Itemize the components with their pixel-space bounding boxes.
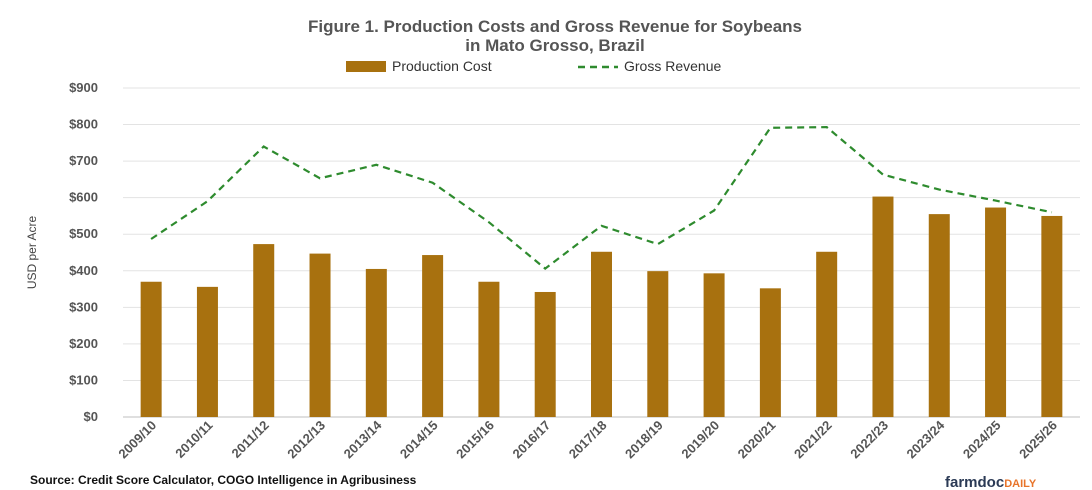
logo-accent: DAILY — [1004, 478, 1037, 490]
logo-main: farmdoc — [945, 474, 1004, 490]
y-tick-label: $100 — [69, 372, 98, 387]
bar-production-cost — [253, 244, 275, 417]
x-tick-label: 2024/25 — [960, 418, 1004, 462]
y-tick-label: $400 — [69, 263, 98, 278]
x-tick-label: 2017/18 — [566, 418, 610, 462]
y-tick-label: $800 — [69, 117, 98, 132]
legend: Production Cost Gross Revenue — [346, 58, 721, 74]
bar-production-cost — [703, 273, 725, 417]
y-tick-label: $200 — [69, 336, 98, 351]
bar-production-cost — [647, 271, 669, 417]
bar-production-cost — [534, 291, 556, 417]
bar-production-cost — [365, 268, 387, 417]
x-tick-label: 2021/22 — [791, 418, 835, 462]
y-axis-label: USD per Acre — [25, 215, 39, 289]
x-tick-label: 2015/16 — [453, 418, 497, 462]
farmdoc-logo: farmdocDAILY — [945, 474, 1037, 490]
x-tick-label: 2011/12 — [229, 418, 272, 461]
x-tick-label: 2010/11 — [172, 418, 215, 461]
x-tick-label: 2018/19 — [622, 418, 666, 462]
bar-production-cost — [816, 251, 838, 417]
y-tick-label: $0 — [84, 409, 98, 424]
x-axis-ticks: 2009/10 2010/11 2011/12 2012/13 2013/14 2014/… — [115, 417, 1060, 461]
x-tick-label: 2014/15 — [397, 418, 441, 462]
svg-text:farmdocDAILY: farmdocDAILY — [945, 474, 1037, 490]
x-tick-label: 2019/20 — [678, 418, 722, 462]
x-tick-label: 2023/24 — [904, 417, 948, 461]
source-note: Source: Credit Score Calculator, COGO In… — [30, 473, 417, 487]
bar-production-cost — [140, 281, 162, 417]
bar-production-cost — [309, 253, 331, 417]
x-tick-label: 2022/23 — [847, 418, 891, 462]
y-tick-label: $700 — [69, 153, 98, 168]
legend-swatch-production-cost — [346, 61, 386, 72]
y-tick-label: $500 — [69, 226, 98, 241]
line-gross-revenue — [150, 125, 1053, 271]
x-tick-label: 2016/17 — [509, 418, 553, 462]
production-cost-bars — [140, 196, 1063, 417]
chart-subtitle: in Mato Grosso, Brazil — [465, 36, 644, 55]
x-tick-label: 2020/21 — [735, 418, 779, 462]
bar-production-cost — [759, 288, 781, 417]
y-tick-label: $300 — [69, 299, 98, 314]
gridlines — [123, 87, 1080, 418]
x-tick-label: 2025/26 — [1016, 418, 1060, 462]
bar-production-cost — [478, 281, 500, 417]
x-tick-label: 2009/10 — [115, 418, 159, 462]
legend-label-production-cost: Production Cost — [392, 58, 492, 74]
x-tick-label: 2012/13 — [284, 418, 328, 462]
bar-production-cost — [196, 286, 218, 417]
legend-label-gross-revenue: Gross Revenue — [624, 58, 721, 74]
bar-production-cost — [1041, 215, 1063, 417]
y-tick-label: $600 — [69, 190, 98, 205]
x-tick-label: 2013/14 — [341, 417, 385, 461]
bar-production-cost — [928, 214, 950, 417]
bar-production-cost — [422, 255, 444, 417]
bar-production-cost — [591, 251, 612, 417]
y-tick-label: $900 — [69, 80, 98, 95]
gross-revenue-line — [150, 125, 1053, 271]
y-axis-ticks: $0 $100 $200 $300 $400 $500 $600 $700 $800 $900 — [69, 80, 98, 424]
bar-production-cost — [872, 196, 894, 417]
chart-title: Figure 1. Production Costs and Gross Rev… — [308, 17, 802, 36]
bar-production-cost — [985, 207, 1007, 417]
